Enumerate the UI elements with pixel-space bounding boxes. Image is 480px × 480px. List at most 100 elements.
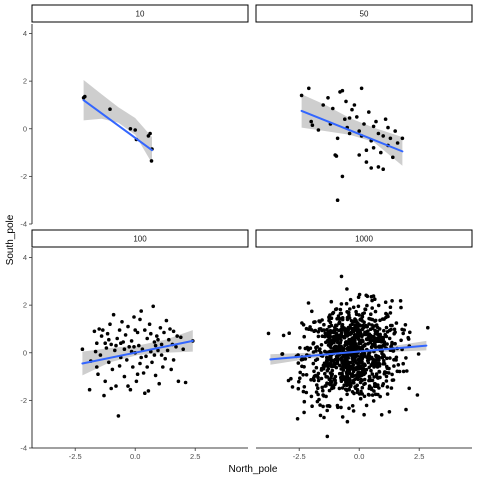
data-point <box>322 322 326 327</box>
data-point <box>331 364 336 369</box>
data-point <box>348 360 353 365</box>
data-point <box>303 346 308 351</box>
data-point <box>355 115 359 119</box>
data-point <box>325 333 329 338</box>
x-tick-label: -2.5 <box>293 452 306 461</box>
data-point <box>345 287 349 291</box>
data-point <box>356 357 361 362</box>
data-point <box>159 342 164 347</box>
data-point <box>359 86 364 91</box>
data-point <box>377 362 382 367</box>
data-point <box>171 358 176 362</box>
data-point <box>104 346 109 350</box>
data-point <box>340 360 345 365</box>
data-point <box>383 332 388 337</box>
data-point <box>367 378 371 383</box>
data-point <box>316 128 321 132</box>
data-point <box>304 390 309 395</box>
data-point <box>336 333 340 338</box>
data-point <box>370 372 375 376</box>
data-point <box>117 328 122 332</box>
data-point <box>337 321 341 326</box>
data-point <box>381 382 386 386</box>
data-point <box>300 321 304 325</box>
data-point <box>363 307 368 312</box>
data-point <box>303 357 308 361</box>
data-point <box>384 311 388 316</box>
x-tick-label: 2.5 <box>414 452 424 461</box>
data-point <box>315 383 319 387</box>
data-point <box>364 403 369 408</box>
data-point <box>367 322 371 326</box>
data-point <box>134 379 139 384</box>
data-point <box>340 415 345 419</box>
data-point <box>378 332 383 337</box>
data-point <box>337 386 342 391</box>
data-point <box>351 359 356 364</box>
data-point <box>309 378 313 382</box>
data-point <box>164 318 169 323</box>
data-point <box>314 349 318 353</box>
data-point <box>163 356 167 361</box>
data-point <box>327 324 332 329</box>
data-point <box>388 323 393 328</box>
data-point <box>122 374 127 379</box>
y-tick-label: 4 <box>23 29 27 38</box>
data-point <box>326 96 330 100</box>
data-point <box>426 325 430 330</box>
data-point <box>388 136 393 141</box>
data-point <box>404 407 408 412</box>
data-point <box>342 353 347 357</box>
data-point <box>369 387 374 392</box>
data-point <box>402 328 407 332</box>
data-point <box>319 343 324 347</box>
data-point <box>145 336 149 341</box>
data-point <box>128 387 133 392</box>
data-point <box>352 103 357 107</box>
data-point <box>158 326 163 330</box>
data-point <box>384 315 388 320</box>
data-point <box>353 323 357 328</box>
data-point <box>339 302 344 306</box>
data-point <box>316 334 321 339</box>
data-point <box>149 331 153 336</box>
data-point <box>361 345 365 349</box>
data-point <box>321 404 325 409</box>
data-point <box>405 369 409 373</box>
data-point <box>325 408 330 413</box>
data-point <box>377 335 381 339</box>
y-tick-label: -2 <box>20 172 27 181</box>
data-point <box>296 386 301 391</box>
data-point <box>281 333 286 338</box>
data-point <box>308 325 312 329</box>
data-point <box>378 345 383 350</box>
data-point <box>340 174 345 179</box>
data-point <box>380 317 385 321</box>
data-point <box>127 345 131 349</box>
data-point <box>364 332 369 337</box>
data-point <box>388 305 393 310</box>
data-point <box>315 345 320 349</box>
data-point <box>96 372 100 377</box>
data-point <box>361 351 365 356</box>
data-point <box>298 376 302 381</box>
data-point <box>296 361 301 365</box>
data-point <box>309 394 314 399</box>
y-tick-label: -4 <box>20 444 27 453</box>
data-point <box>317 327 322 331</box>
data-point <box>355 365 359 370</box>
data-point <box>129 339 134 343</box>
data-point <box>179 335 183 340</box>
data-point <box>316 392 320 397</box>
data-point <box>360 392 365 396</box>
data-point <box>320 318 324 322</box>
data-point <box>325 381 329 386</box>
data-point <box>376 303 381 308</box>
data-point <box>371 294 376 298</box>
facet-strip <box>255 4 473 23</box>
panel-50: 50 <box>255 4 473 202</box>
data-point <box>334 154 339 158</box>
data-point <box>373 297 377 302</box>
data-point <box>345 419 350 424</box>
data-point <box>344 99 348 104</box>
